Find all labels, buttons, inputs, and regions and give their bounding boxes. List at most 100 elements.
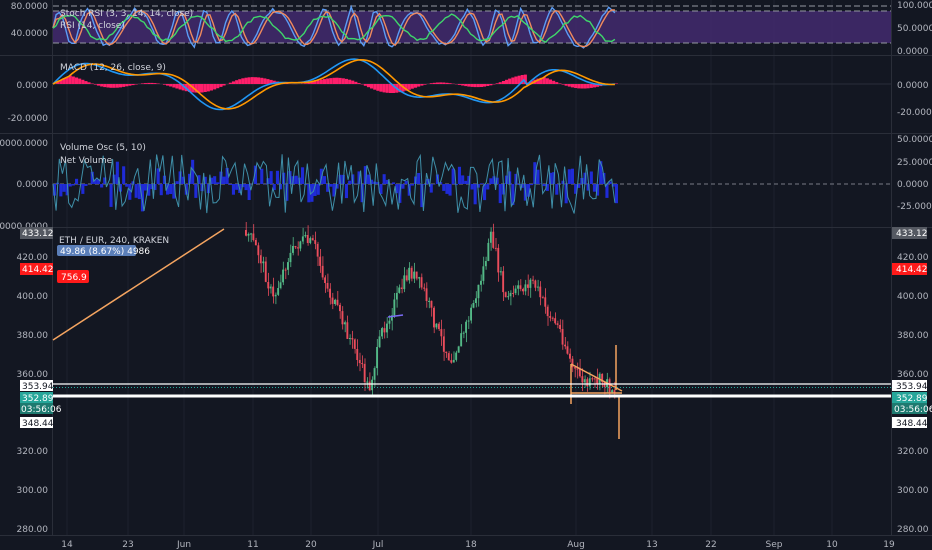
candle-body [564, 344, 566, 347]
net-volume-bar [78, 184, 82, 185]
macd-hist-bar [476, 84, 480, 88]
macd-hist-bar [93, 84, 97, 85]
macd-hist-bar [567, 84, 571, 87]
x-tick: 20 [305, 540, 317, 550]
net-volume-bar [181, 176, 185, 184]
macd-hist-bar [304, 83, 308, 84]
macd-hist-bar [357, 83, 361, 84]
price-left-tick: 380.00 [17, 331, 49, 341]
rsi-legend[interactable]: RSI (14, close) [60, 21, 125, 31]
net-volume-bar [564, 184, 568, 204]
net-volume-bar [599, 161, 603, 184]
stoch-right-tick: 50.0000 [897, 24, 932, 34]
candle-body [566, 346, 569, 354]
candle-body [368, 381, 371, 391]
candle-body [492, 231, 495, 248]
candle-body [371, 379, 373, 391]
macd-hist-bar [592, 84, 596, 88]
time-axis[interactable]: 14 23 Jun 11 20 Jul 18 Aug 13 22 Sep 10 … [61, 540, 895, 550]
tag-white2-left-text: 348.44 [22, 419, 54, 429]
tag-time-left [20, 403, 53, 414]
candle-body [509, 292, 512, 297]
net-volume-bar [514, 173, 518, 184]
candle-body [405, 275, 408, 281]
net-volume-bar [134, 184, 138, 198]
macd-hist-bar [310, 82, 314, 84]
net-volume-bar [548, 172, 552, 184]
macd-hist-bar [166, 84, 170, 86]
net-volume-bar [241, 184, 245, 188]
candle-body [507, 296, 510, 298]
macd-hist-bar [445, 82, 449, 84]
net-volume-bar [382, 174, 386, 184]
macd-hist-bar [417, 84, 421, 87]
triangle-top-line[interactable] [570, 363, 623, 392]
macd-legend[interactable]: MACD (12, 26, close, 9) [60, 63, 166, 73]
net-volume-bar [401, 184, 405, 189]
tag-white1-right-text: 353.94 [896, 382, 928, 392]
macd-right-tick: -20.0000 [897, 108, 932, 118]
candle-body [353, 339, 356, 349]
candle-body [539, 286, 542, 298]
stoch-rsi-pane[interactable]: Stoch RSI (3, 3, 14, 14, close) RSI (14,… [11, 1, 932, 57]
net-volume-bar [486, 184, 490, 190]
macd-hist-bar [495, 83, 499, 84]
candle-body [420, 277, 423, 288]
right-price-tags: 433.12 414.42 353.94 352.89 03:56:06 348… [892, 227, 932, 429]
tag-white2-right-text: 348.44 [896, 419, 928, 429]
volume-pane[interactable]: Volume Osc (5, 10) Net Volume 50000.0000… [0, 135, 932, 232]
candle-body [381, 328, 383, 337]
net-volume-bar [473, 184, 477, 205]
x-tick: 14 [61, 540, 73, 550]
macd-hist-bar [410, 84, 414, 89]
candle-body [608, 379, 611, 393]
tag-green-right [892, 392, 927, 403]
candle-body [549, 316, 552, 318]
macd-hist-bar [489, 84, 493, 86]
candle-body [460, 333, 463, 347]
net-volume-bar [589, 171, 593, 184]
macd-hist-bar [206, 84, 210, 92]
trend-line-drawing[interactable] [52, 228, 225, 341]
net-volume-bar [605, 184, 609, 198]
macd-hist-bar [542, 77, 546, 84]
net-volume-bar [140, 184, 144, 212]
net-volume-bar [492, 176, 496, 184]
candle-body [462, 332, 465, 334]
macd-hist-bar [442, 82, 446, 84]
macd-hist-bar [404, 84, 408, 91]
macd-hist-bar [285, 83, 289, 84]
net-volume-bar [332, 184, 336, 197]
candle-body [393, 299, 396, 316]
macd-hist-bar [486, 84, 490, 86]
tag-white1-right [892, 380, 927, 391]
price-pane[interactable]: 420.00 400.00 380.00 360.00 320.00 300.0… [17, 222, 929, 535]
rsi-line [52, 13, 616, 43]
stoch-right-tick: 0.0000 [897, 47, 929, 57]
net-volume-bar [222, 176, 226, 184]
x-tick: 19 [883, 540, 895, 550]
short-line-drawing[interactable] [387, 314, 404, 318]
macd-hist-bar [209, 84, 213, 91]
macd-hist-bar [552, 80, 556, 84]
net-volume-legend[interactable]: Net Volume [60, 156, 113, 166]
candle-body [279, 282, 282, 288]
candle-body [358, 360, 361, 364]
candle-body [425, 288, 428, 301]
candle-body [437, 323, 440, 330]
tag-red-left [20, 263, 53, 275]
symbol-title[interactable]: ETH / EUR, 240, KRAKEN [59, 236, 169, 246]
macd-hist-bar [385, 84, 389, 93]
macd-hist-bar [470, 84, 474, 87]
macd-pane[interactable]: MACD (12, 26, close, 9) 0.0000 -20.0000 … [8, 58, 932, 124]
stoch-legend[interactable]: Stoch RSI (3, 3, 14, 14, close) [60, 9, 193, 19]
net-volume-bar [304, 184, 308, 186]
net-volume-bar [247, 184, 251, 200]
macd-hist-bar [313, 81, 317, 84]
volume-osc-legend[interactable]: Volume Osc (5, 10) [60, 143, 146, 153]
candle-body [316, 243, 319, 257]
x-tick: 22 [705, 540, 716, 550]
net-volume-bar [577, 184, 581, 188]
